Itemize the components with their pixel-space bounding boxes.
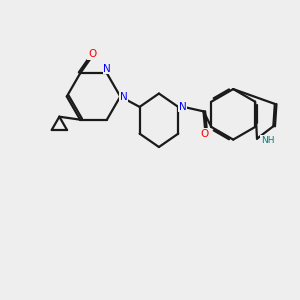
Text: N: N — [179, 102, 187, 112]
Text: NH: NH — [261, 136, 274, 145]
Text: O: O — [201, 129, 209, 139]
Text: N: N — [120, 92, 128, 101]
Text: N: N — [103, 64, 111, 74]
Text: O: O — [88, 49, 96, 59]
